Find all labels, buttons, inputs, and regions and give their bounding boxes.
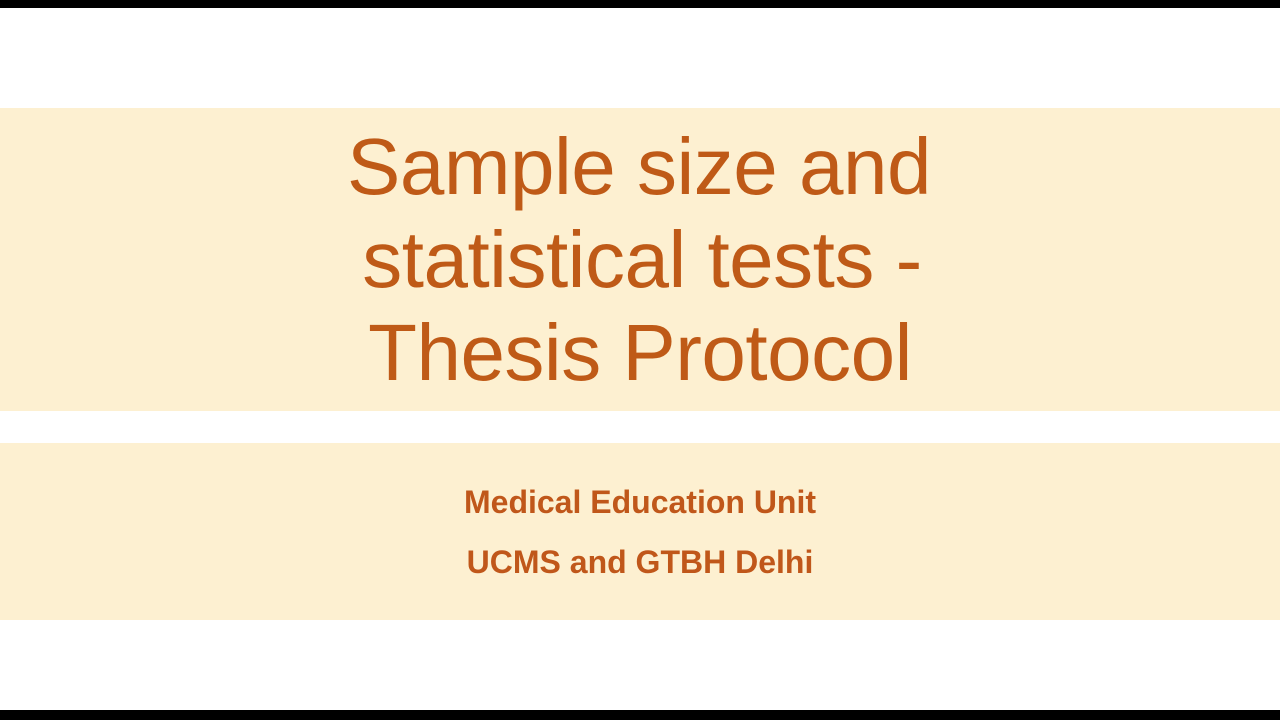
subtitle-line-organization: Medical Education Unit — [463, 483, 817, 520]
subtitle-line-institution: UCMS and GTBH Delhi — [466, 543, 814, 580]
title-line-3: Thesis Protocol — [368, 308, 912, 397]
letterbox-bottom-bar — [0, 710, 1280, 720]
title-band: Sample size and statistical tests - Thes… — [0, 108, 1280, 411]
subtitle-band: Medical Education Unit UCMS and GTBH Del… — [0, 443, 1280, 620]
letterbox-top-bar — [0, 0, 1280, 8]
title-line-1: Sample size and — [347, 122, 931, 211]
title-line-2: statistical tests - — [362, 215, 922, 304]
